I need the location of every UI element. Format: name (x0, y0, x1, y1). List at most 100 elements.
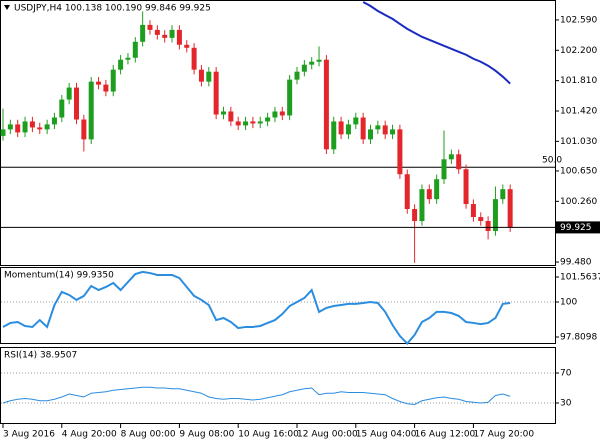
collapse-arrow (4, 5, 10, 10)
candle-body (331, 121, 337, 150)
rsi-label: RSI(14) 38.9507 (4, 351, 77, 361)
candle-body (478, 217, 484, 222)
x-tick-label: 15 Aug 04:00 (356, 430, 417, 440)
candle-body (103, 84, 109, 92)
candle-body (345, 124, 351, 135)
candle-body (221, 111, 226, 115)
momentum-panel (0, 267, 556, 344)
candle-body (37, 127, 43, 130)
candle-body (110, 69, 116, 92)
candle-body (88, 81, 94, 140)
candle-body (470, 204, 476, 218)
candle-body (309, 61, 315, 65)
candle-body (15, 124, 21, 133)
candle-body (191, 47, 197, 70)
y-tick-label: 101.030 (560, 137, 597, 147)
candle-body (353, 117, 359, 125)
y-tick-label: 97.8098 (560, 333, 597, 343)
y-tick-label: 30 (560, 398, 572, 408)
candle-body (404, 174, 410, 210)
candle-body (59, 99, 65, 118)
candle-body (397, 129, 403, 175)
candle-body (492, 199, 498, 231)
candle-body (338, 121, 344, 135)
candle-body (368, 129, 373, 140)
candle-body (375, 125, 381, 130)
candle-body (132, 41, 138, 58)
candle-body (448, 154, 454, 160)
candle-body (323, 59, 329, 150)
candle-body (213, 71, 219, 115)
candle-body (81, 119, 87, 140)
candle-body (382, 125, 388, 135)
x-tick-label: 17 Aug 20:00 (473, 430, 534, 440)
x-tick-label: 3 Aug 2016 (3, 430, 55, 440)
x-tick-label: 9 Aug 08:00 (179, 430, 234, 440)
candle-body (243, 121, 249, 126)
candle-body (456, 154, 462, 170)
y-tick-label: 100 (560, 298, 577, 308)
candle-body (198, 69, 204, 82)
candle-body (184, 44, 190, 48)
candle-body (390, 129, 396, 135)
candle-body (507, 189, 513, 228)
x-tick-label: 12 Aug 00:00 (297, 430, 358, 440)
candle-body (257, 121, 263, 124)
candle-body (66, 87, 72, 100)
candle-body (140, 24, 146, 42)
candle-body (412, 209, 418, 222)
candle-body (169, 29, 175, 38)
candle-body (500, 189, 506, 200)
candle-body (147, 24, 153, 30)
y-tick-label: 100.650 (560, 166, 597, 176)
candle-body (22, 121, 28, 133)
x-tick-label: 10 Aug 16:00 (238, 430, 299, 440)
momentum-line (2, 270, 511, 346)
y-tick-label: 99.480 (560, 258, 592, 268)
candle-body (176, 29, 182, 45)
candle-body (463, 169, 469, 205)
candle-body (250, 121, 256, 124)
candle-body (419, 189, 425, 222)
momentum-label: Momentum(14) 99.9350 (4, 271, 114, 281)
candle-body (265, 117, 271, 122)
candle-body (235, 121, 241, 126)
candle-body (316, 59, 322, 62)
x-tick-label: 16 Aug 12:00 (415, 430, 476, 440)
candle-body (29, 121, 35, 128)
y-tick-label: 102.200 (560, 46, 597, 56)
moving-average (362, 1, 511, 85)
y-tick-label: 101.5637 (560, 273, 600, 283)
candle-body (96, 81, 102, 85)
candle-body (44, 124, 50, 130)
candle-body (426, 189, 432, 200)
candle-body (272, 111, 278, 118)
candle-body (228, 111, 234, 122)
candle-body (301, 64, 307, 72)
candle-body (0, 129, 6, 136)
fibo-label: 50.0 (542, 156, 562, 166)
x-tick-label: 4 Aug 20:00 (62, 430, 117, 440)
candle-body (294, 71, 300, 80)
candle-body (162, 34, 168, 38)
rsi-line (2, 386, 511, 406)
candle-body (206, 71, 212, 82)
y-tick-label: 102.590 (560, 15, 597, 25)
candle-body (441, 159, 447, 180)
candle-body (118, 59, 124, 70)
candle-body (51, 117, 57, 125)
candle-body (74, 87, 79, 120)
symbol-header: USDJPY,H4 100.138 100.190 99.846 99.925 (14, 4, 211, 14)
x-tick-label: 8 Aug 00:00 (121, 430, 176, 440)
rsi-panel (0, 347, 556, 424)
candle-body (7, 124, 13, 130)
candle-body (125, 57, 131, 60)
candle-body (279, 111, 285, 116)
candle-body (434, 179, 440, 200)
y-tick-label: 101.420 (560, 107, 597, 117)
y-tick-label: 100.260 (560, 197, 597, 207)
candle-body (287, 79, 293, 116)
y-tick-label: 101.810 (560, 76, 597, 86)
candle-body (360, 117, 366, 140)
